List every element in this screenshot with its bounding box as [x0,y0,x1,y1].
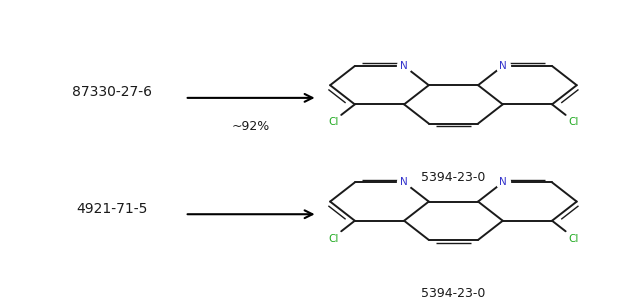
Text: ~92%: ~92% [232,120,271,133]
Text: Cl: Cl [568,234,578,244]
Text: 5394-23-0: 5394-23-0 [421,287,486,300]
Text: 5394-23-0: 5394-23-0 [421,171,486,184]
Text: Cl: Cl [328,117,338,127]
Text: Cl: Cl [568,117,578,127]
Text: N: N [400,177,408,188]
Text: N: N [499,177,507,188]
Text: N: N [400,61,408,71]
Text: 87330-27-6: 87330-27-6 [72,85,152,99]
Text: Cl: Cl [328,234,338,244]
Text: N: N [499,61,507,71]
Text: 4921-71-5: 4921-71-5 [76,202,148,216]
